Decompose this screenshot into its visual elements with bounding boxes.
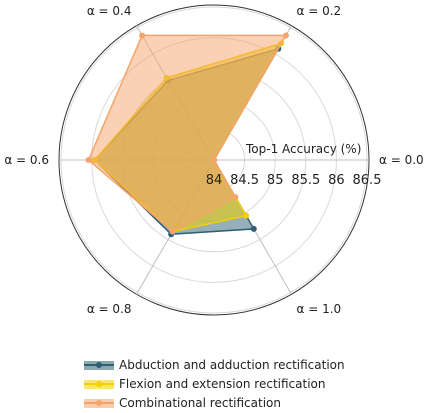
radial-tick-label: 86 [328, 173, 345, 188]
legend-item[interactable]: Combinational rectification [84, 396, 281, 410]
angular-label: α = 0.2 [297, 4, 342, 18]
angular-label: α = 0.0 [379, 153, 424, 167]
data-point [169, 228, 176, 235]
radial-axis-title: Top-1 Accuracy (%) [245, 142, 361, 156]
radial-tick-label: 84 [206, 173, 223, 188]
radial-ticks: 84 84.5 85 85.5 86 86.5 [206, 173, 382, 188]
series-3 [85, 32, 289, 235]
legend-marker [96, 381, 102, 387]
legend-label: Abduction and adduction rectification [119, 358, 345, 372]
legend-item[interactable]: Abduction and adduction rectification [84, 358, 345, 372]
legend-marker [96, 400, 102, 406]
angular-label: α = 0.4 [87, 4, 132, 18]
legend-marker [96, 362, 102, 368]
data-point [243, 212, 250, 219]
series-area [87, 34, 288, 233]
legend-item[interactable]: Flexion and extension rectification [84, 377, 326, 391]
angular-axis-labels: α = 0.0 α = 0.2 α = 0.4 α = 0.6 α = 0.8 α = 1… [4, 4, 423, 316]
data-point [232, 194, 239, 201]
angular-label: α = 0.8 [87, 302, 132, 316]
legend-label: Flexion and extension rectification [119, 377, 326, 391]
data-point [211, 157, 217, 163]
series-layer [85, 32, 289, 238]
data-point [139, 32, 146, 39]
data-point [85, 157, 92, 163]
legend-label: Combinational rectification [119, 396, 281, 410]
angular-label: α = 0.6 [4, 153, 49, 167]
angular-label: α = 1.0 [297, 302, 342, 316]
legend: Abduction and adduction rectification Fle… [84, 358, 345, 410]
radial-tick-label: 85 [267, 173, 284, 188]
radial-tick-label: 84.5 [230, 173, 259, 188]
data-point [250, 225, 257, 232]
data-point [282, 32, 289, 39]
radial-tick-label: 86.5 [353, 173, 382, 188]
radial-tick-label: 85.5 [291, 173, 320, 188]
